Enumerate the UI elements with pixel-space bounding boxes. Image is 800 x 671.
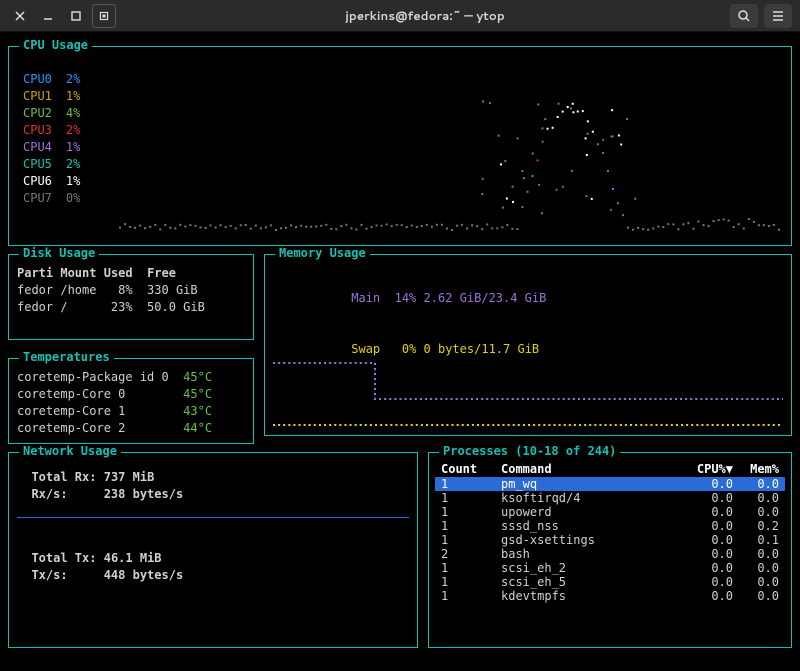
temps-rows: coretemp-Package id 0 45°Ccoretemp-Core … — [17, 369, 245, 437]
disk-row: fedor / 23% 50.0 GiB — [17, 299, 245, 316]
close-icon[interactable] — [8, 4, 32, 28]
process-row[interactable]: 1kdevtmpfs0.00.0 — [435, 589, 785, 603]
process-row[interactable]: 1ksoftirqd/40.00.0 — [435, 491, 785, 505]
processes-table[interactable]: Count Command CPU%▼ Mem% 1pm_wq0.00.01ks… — [435, 461, 785, 603]
cpu-panel: CPU Usage CPU02%CPU11%CPU24%CPU32%CPU41%… — [8, 46, 792, 246]
cpu-core-item: CPU02% — [23, 71, 80, 88]
net-divider — [17, 517, 409, 518]
net-rxs-line: Rx/s: 238 bytes/s — [17, 486, 409, 503]
cpu-core-item: CPU41% — [23, 139, 80, 156]
memory-title: Memory Usage — [275, 246, 370, 260]
memory-chart — [273, 357, 783, 427]
temps-title: Temperatures — [19, 350, 114, 364]
network-panel: Network Usage Total Rx: 737 MiB Rx/s: 23… — [8, 452, 418, 648]
minimize-icon[interactable] — [36, 4, 60, 28]
process-row[interactable]: 2bash0.00.0 — [435, 547, 785, 561]
processes-header: Count Command CPU%▼ Mem% — [435, 461, 785, 477]
cpu-core-item: CPU70% — [23, 190, 80, 207]
window-title: jperkins@fedora:~ — ytop — [120, 7, 730, 24]
cpu-core-item: CPU61% — [23, 173, 80, 190]
process-row[interactable]: 1sssd_nss0.00.2 — [435, 519, 785, 533]
process-row[interactable]: 1gsd-xsettings0.00.1 — [435, 533, 785, 547]
net-txs-line: Tx/s: 448 bytes/s — [17, 567, 409, 584]
cpu-core-item: CPU24% — [23, 105, 80, 122]
process-row[interactable]: 1pm_wq0.00.0 — [435, 477, 785, 491]
net-tx-line: Total Tx: 46.1 MiB — [17, 550, 409, 567]
cpu-core-item: CPU52% — [23, 156, 80, 173]
memory-panel: Memory Usage Main 14% 2.62 GiB/23.4 GiB … — [264, 254, 792, 436]
cpu-core-item: CPU11% — [23, 88, 80, 105]
memory-main-line: Main 14% 2.62 GiB/23.4 GiB — [279, 273, 777, 324]
search-icon[interactable] — [730, 4, 758, 28]
disk-row: fedor /home 8% 330 GiB — [17, 282, 245, 299]
temp-row: coretemp-Core 1 43°C — [17, 403, 245, 420]
disk-header: Parti Mount Used Free — [17, 265, 245, 282]
terminal-body: CPU Usage CPU02%CPU11%CPU24%CPU32%CPU41%… — [0, 32, 800, 671]
cpu-chart — [119, 59, 783, 239]
titlebar: jperkins@fedora:~ — ytop — [0, 0, 800, 32]
menu-icon[interactable] — [764, 4, 792, 28]
cpu-core-item: CPU32% — [23, 122, 80, 139]
disk-rows: fedor /home 8% 330 GiBfedor / 23% 50.0 G… — [17, 282, 245, 316]
process-row[interactable]: 1scsi_eh_20.00.0 — [435, 561, 785, 575]
network-title: Network Usage — [19, 444, 121, 458]
temp-row: coretemp-Core 2 44°C — [17, 420, 245, 437]
maximize-icon[interactable] — [64, 4, 88, 28]
temps-panel: Temperatures coretemp-Package id 0 45°Cc… — [8, 358, 254, 444]
net-rx-line: Total Rx: 737 MiB — [17, 469, 409, 486]
process-row[interactable]: 1upowerd0.00.0 — [435, 505, 785, 519]
disk-panel: Disk Usage Parti Mount Used Free fedor /… — [8, 254, 254, 340]
new-tab-icon[interactable] — [92, 4, 116, 28]
cpu-list: CPU02%CPU11%CPU24%CPU32%CPU41%CPU52%CPU6… — [23, 71, 80, 207]
disk-title: Disk Usage — [19, 246, 99, 260]
process-row[interactable]: 1scsi_eh_50.00.0 — [435, 575, 785, 589]
temp-row: coretemp-Core 0 45°C — [17, 386, 245, 403]
processes-panel: Processes (10-18 of 244) Count Command C… — [428, 452, 792, 648]
processes-title: Processes (10-18 of 244) — [439, 444, 620, 458]
temp-row: coretemp-Package id 0 45°C — [17, 369, 245, 386]
cpu-title: CPU Usage — [19, 38, 92, 52]
